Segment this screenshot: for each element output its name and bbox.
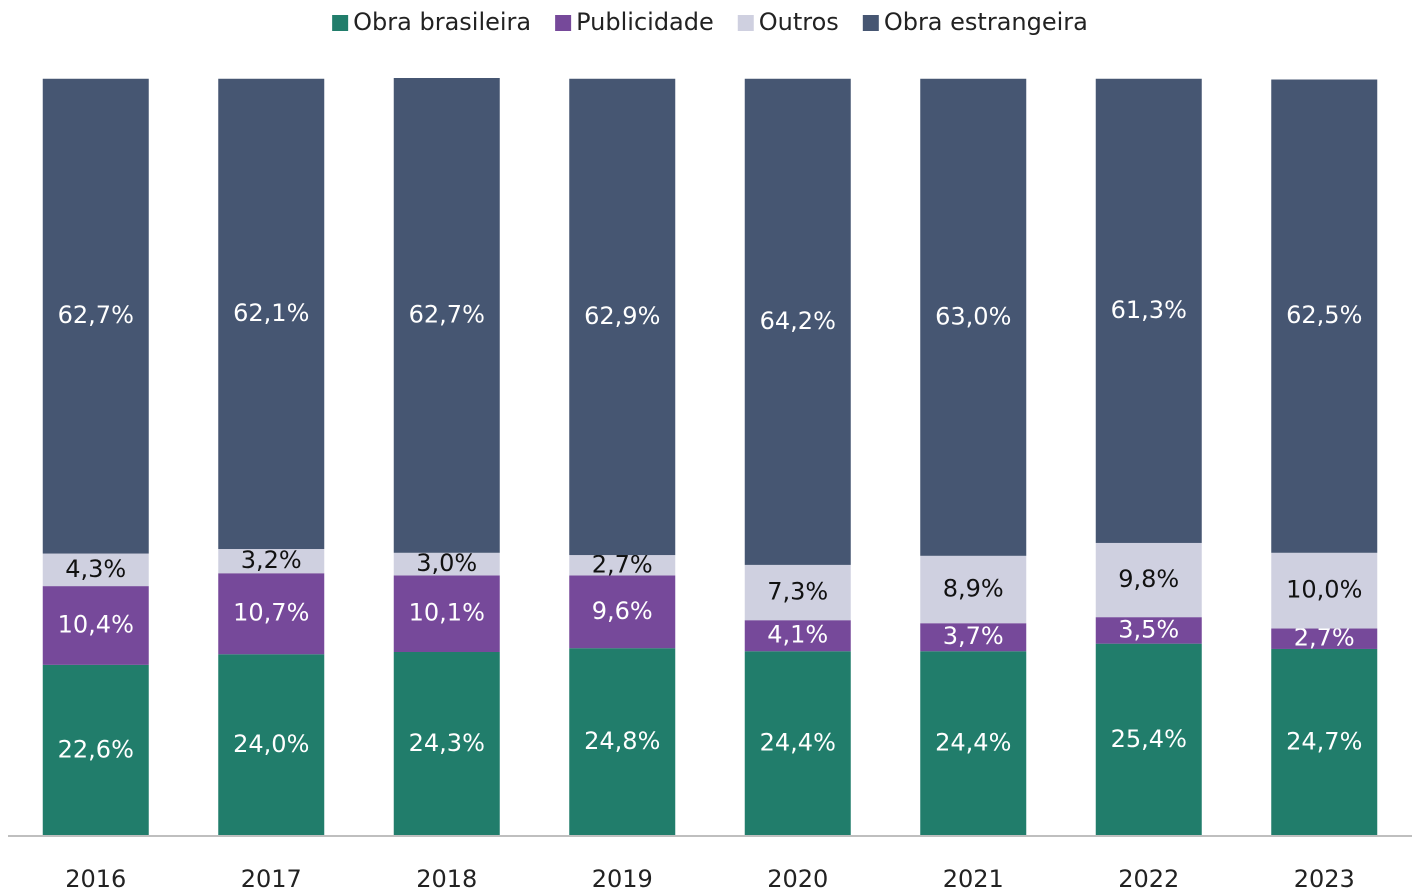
data-label: 63,0% [935,302,1011,330]
bar-segment [42,78,149,554]
data-label: 9,6% [592,597,653,625]
data-label: 24,0% [233,730,309,758]
legend-swatch [862,15,879,31]
data-label: 10,0% [1286,576,1362,604]
bar-segment [42,586,149,665]
x-tick-label: 2022 [1118,865,1179,892]
bar-segment [393,575,500,652]
data-label: 61,3% [1111,296,1187,324]
x-tick-label: 2019 [592,865,653,892]
data-label: 64,2% [760,307,836,335]
data-label: 24,7% [1286,727,1362,755]
data-label: 8,9% [943,575,1004,603]
data-label: 9,8% [1118,565,1179,593]
bar-segment [920,651,1027,836]
legend-label: Obra brasileira [353,8,531,36]
data-label: 10,7% [233,599,309,627]
bar-segment [569,78,676,556]
data-label: 62,7% [58,301,134,329]
bar-segment [393,651,500,836]
data-label: 24,4% [935,729,1011,757]
data-label: 3,0% [416,549,477,577]
bar-segment [393,552,500,576]
x-tick-label: 2020 [767,865,828,892]
data-label: 3,7% [943,622,1004,650]
data-label: 4,3% [65,555,126,583]
x-tick-label: 2018 [416,865,477,892]
legend-label: Publicidade [576,8,714,36]
bar-segment [218,654,325,836]
bar-segment [1271,648,1378,836]
bar-segment [218,78,325,550]
data-label: 24,4% [760,729,836,757]
bar-segment [744,564,851,621]
bar-segment [218,573,325,655]
bar-segment [1095,617,1202,644]
bar-segment [569,555,676,576]
bar-segment [1271,79,1378,553]
data-label: 3,5% [1118,615,1179,643]
bar-segment [920,78,1027,556]
bar-segment [393,78,500,553]
bar-segment [744,78,851,565]
x-tick-label: 2021 [943,865,1004,892]
data-label: 25,4% [1111,725,1187,753]
bar-segment [1271,552,1378,629]
data-label: 4,1% [767,621,828,649]
data-label: 3,2% [241,546,302,574]
data-label: 62,5% [1286,301,1362,329]
bar-segment [569,575,676,649]
data-label: 62,1% [233,299,309,327]
bar-segment [920,623,1027,652]
data-label: 62,9% [584,302,660,330]
data-label: 62,7% [409,300,485,328]
x-tick-label: 2023 [1294,865,1355,892]
legend-swatch [737,15,754,31]
bar-segment [1095,78,1202,543]
data-label: 24,3% [409,729,485,757]
bar-segment [42,553,149,587]
bar-segment [1271,628,1378,649]
x-tick-label: 2017 [241,865,302,892]
data-label: 10,1% [409,599,485,627]
bar-segment [744,651,851,836]
bar-segment [744,620,851,652]
bar-segment [218,549,325,574]
bar-segment [920,555,1027,624]
legend-swatch [555,15,572,31]
data-label: 7,3% [767,578,828,606]
x-tick-label: 2016 [65,865,126,892]
bar-segment [569,648,676,836]
legend-label: Outros [759,8,839,36]
data-label: 22,6% [58,735,134,763]
data-label: 10,4% [58,610,134,638]
bar-segment [1095,542,1202,618]
bar-segment [1095,643,1202,836]
data-label: 24,8% [584,727,660,755]
legend-label: Obra estrangeira [884,8,1088,36]
bar-segment [42,664,149,836]
legend-swatch [332,15,349,31]
